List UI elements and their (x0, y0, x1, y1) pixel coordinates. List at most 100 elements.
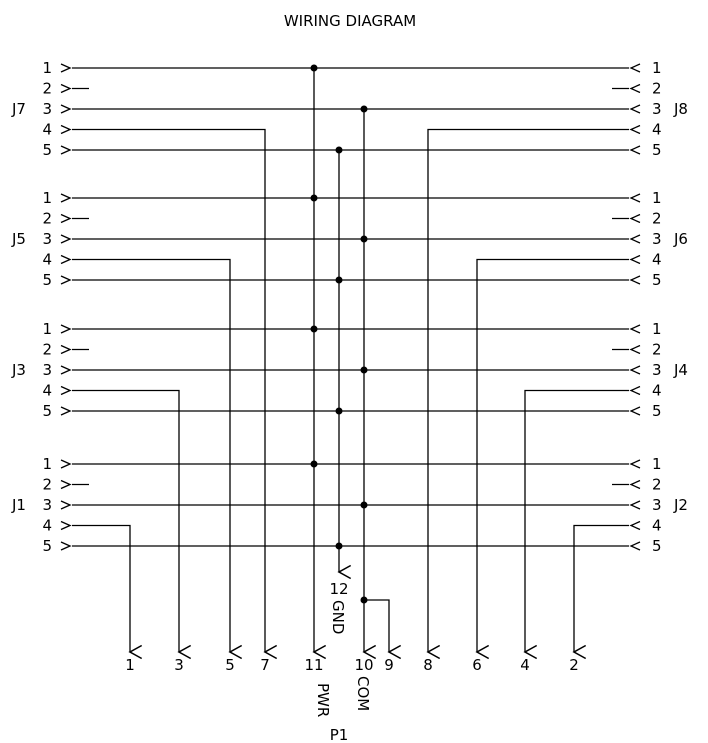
group-j5-j6-pwr-junction (310, 194, 318, 202)
connector-label-j3: J3 (11, 361, 26, 379)
signal-label-com: COM (354, 676, 372, 711)
output-pin-label-8: 8 (423, 656, 433, 674)
com-pin9-junction (360, 596, 368, 604)
left-pin-label: 4 (42, 251, 52, 269)
right-pin-chevron (629, 124, 641, 135)
right-pin-label: 4 (652, 251, 662, 269)
left-pin-label: 5 (42, 402, 52, 420)
left-pin-chevron (60, 479, 72, 490)
connector-label-j6: J6 (673, 230, 688, 248)
left-pin-label: 1 (42, 455, 52, 473)
right-pin-label: 4 (652, 121, 662, 139)
left-pin-chevron (60, 459, 72, 469)
right-pin-label: 2 (652, 210, 662, 228)
connector-label-j5: J5 (11, 230, 26, 248)
right-pin-chevron (629, 365, 641, 375)
right-pin-label: 1 (652, 455, 662, 473)
group-j1-j2-com-junction (360, 501, 368, 509)
group-j7-j8-left-pin4-wire (72, 128, 278, 660)
right-pin-chevron (629, 385, 641, 396)
group-j3-j4-right-pin4-wire (523, 389, 629, 660)
left-pin-chevron (60, 254, 72, 265)
left-pin-chevron (60, 520, 72, 531)
right-pin-chevron (629, 63, 641, 73)
gnd-pin-number: 12 (329, 580, 348, 598)
signal-label-gnd: GND (329, 600, 347, 634)
left-pin-label: 3 (42, 361, 52, 379)
left-pin-chevron (60, 104, 72, 114)
right-pin-chevron (629, 500, 641, 510)
right-pin-chevron (629, 254, 641, 265)
group-j3-j4-gnd-junction (335, 407, 343, 415)
left-pin-label: 1 (42, 189, 52, 207)
right-pin-chevron (629, 234, 641, 244)
output-pin-label-5: 5 (225, 656, 235, 674)
left-pin-chevron (60, 193, 72, 203)
left-pin-label: 2 (42, 210, 52, 228)
right-pin-label: 5 (652, 271, 662, 289)
right-pin-chevron (629, 83, 641, 94)
right-pin-chevron (629, 344, 641, 355)
group-j1-j2-pwr-junction (310, 460, 318, 468)
right-pin-label: 2 (652, 80, 662, 98)
right-pin-label: 1 (652, 59, 662, 77)
diagram-title: WIRING DIAGRAM (284, 12, 416, 30)
right-pin-chevron (629, 541, 641, 551)
output-pin-label-4: 4 (520, 656, 530, 674)
group-j1-j2-right-pin4-wire (572, 524, 629, 660)
group-j3-j4-com-junction (360, 366, 368, 374)
right-pin-chevron (629, 459, 641, 469)
right-pin-label: 3 (652, 230, 662, 248)
right-pin-label: 3 (652, 496, 662, 514)
right-pin-label: 2 (652, 476, 662, 494)
connector-label-j7: J7 (11, 100, 26, 118)
output-pin-label-2: 2 (569, 656, 579, 674)
group-j3-j4-pwr-junction (310, 325, 318, 333)
left-pin-chevron (60, 385, 72, 396)
right-pin-chevron (629, 193, 641, 203)
left-pin-label: 1 (42, 320, 52, 338)
output-pin-label-1: 1 (125, 656, 135, 674)
left-pin-chevron (60, 213, 72, 224)
signal-label-pwr: PWR (314, 683, 332, 717)
left-pin-chevron (60, 406, 72, 416)
pin-label-9: 9 (384, 656, 394, 674)
right-pin-label: 5 (652, 141, 662, 159)
group-j7-j8-pwr-junction (310, 64, 318, 72)
right-pin-chevron (629, 104, 641, 114)
wires-layer (60, 63, 641, 660)
right-pin-label: 3 (652, 100, 662, 118)
left-pin-label: 3 (42, 100, 52, 118)
left-pin-label: 3 (42, 230, 52, 248)
group-j3-j4-left-pin4-wire (72, 389, 192, 660)
left-pin-chevron (60, 83, 72, 94)
output-pin-label-6: 6 (472, 656, 482, 674)
connector-label-j4: J4 (673, 361, 688, 379)
group-j1-j2-left-pin4-wire (72, 524, 143, 660)
right-pin-label: 2 (652, 341, 662, 359)
right-pin-label: 5 (652, 402, 662, 420)
junction-layer (310, 64, 368, 604)
pin-label-com-number: 10 (354, 656, 373, 674)
right-pin-chevron (629, 145, 641, 155)
left-pin-chevron (60, 63, 72, 73)
right-pin-label: 5 (652, 537, 662, 555)
com-to-pin9-wire (364, 599, 402, 660)
right-pin-chevron (629, 520, 641, 531)
left-pin-label: 4 (42, 382, 52, 400)
left-pin-chevron (60, 365, 72, 375)
left-pin-label: 4 (42, 121, 52, 139)
group-j7-j8-gnd-junction (335, 146, 343, 154)
group-j5-j6-gnd-junction (335, 276, 343, 284)
left-pin-chevron (60, 541, 72, 551)
left-pin-label: 1 (42, 59, 52, 77)
pin-label-pwr-number: 11 (304, 656, 323, 674)
left-pin-label: 2 (42, 341, 52, 359)
right-pin-chevron (629, 275, 641, 285)
group-j5-j6-right-pin4-wire (475, 258, 629, 660)
labels-layer: 1 12 23 34 45 5J7 J87 81 12 23 34 45 5J5 J65 61 12 23 34 4… (11, 59, 688, 674)
group-j5-j6-left-pin4-wire (72, 258, 243, 660)
output-connector-label: P1 (330, 726, 349, 743)
